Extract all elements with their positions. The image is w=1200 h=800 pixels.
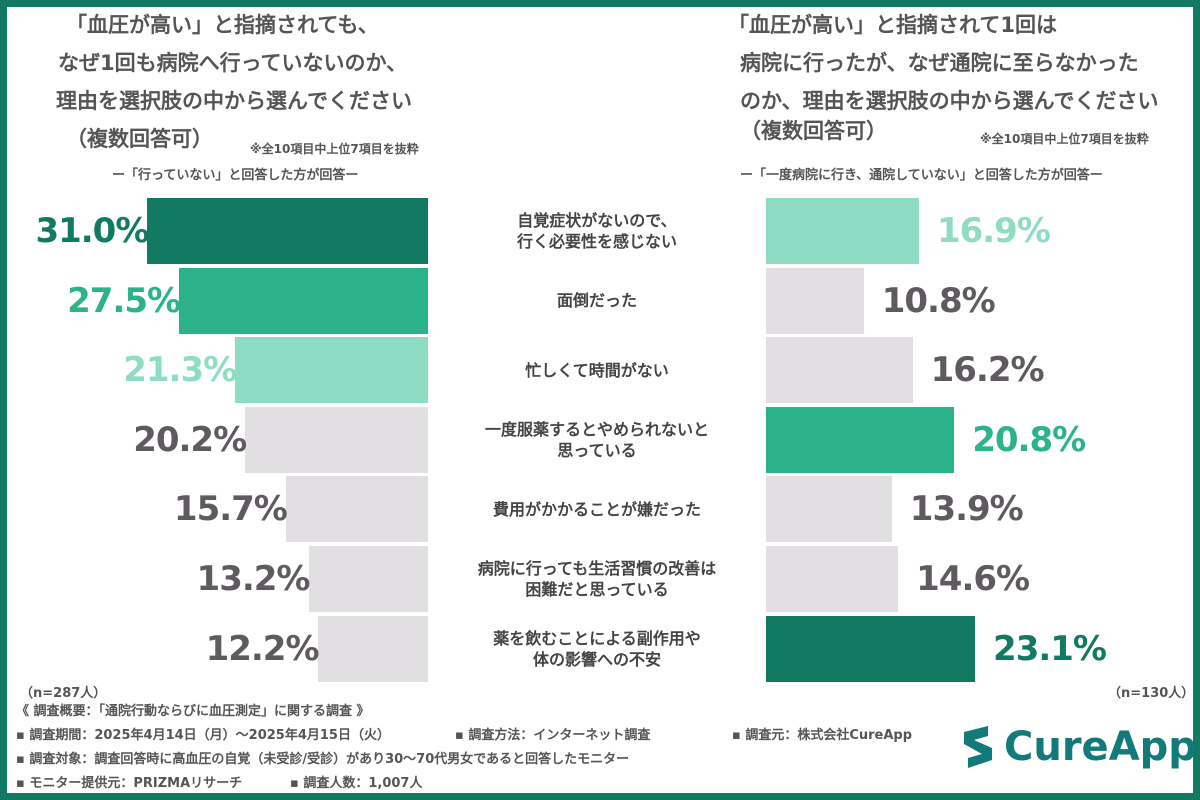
cureapp-logo-icon xyxy=(964,726,992,768)
left-value-label: 31.0% xyxy=(35,211,149,251)
right-value-label: 16.2% xyxy=(930,350,1045,391)
right-bar xyxy=(766,267,864,334)
category-label: 一度服薬するとやめられないと 思っている xyxy=(484,419,709,460)
left-value-label: 27.5% xyxy=(67,280,181,321)
right-bar xyxy=(766,337,913,404)
category-label: 面倒だった xyxy=(556,291,637,311)
cureapp-logo: CureApp xyxy=(958,722,1197,772)
left-bar xyxy=(235,337,428,404)
left-title-4: （複数回答可） xyxy=(66,127,213,151)
right-value-label: 20.8% xyxy=(972,419,1086,460)
right-bar xyxy=(766,406,955,473)
left-value-label: 15.7% xyxy=(173,489,288,530)
left-value-label: 13.2% xyxy=(196,559,311,599)
right-bar xyxy=(766,476,892,543)
right-bar xyxy=(766,546,899,612)
survey-provider: ▪ モニター提供元：PRIZMAリサーチ xyxy=(16,776,243,791)
left-bar xyxy=(147,198,428,264)
right-title-2: 病院に行ったが、なぜ通院に至らなかった xyxy=(740,51,1139,75)
category-label: 費用がかかることが嫌だった xyxy=(492,499,701,519)
right-title-1: 「血圧が高い」と指摘されて1回は xyxy=(728,13,1057,37)
left-bar xyxy=(245,406,428,473)
category-label: 病院に行っても生活習慣の改善は 困難だと思っている xyxy=(477,559,717,599)
right-respondents: ー「一度病院に行き、通院していない」と回答した方が回答ー xyxy=(740,168,1103,183)
right-value-label: 16.9% xyxy=(936,211,1051,251)
category-label: 自覚症状がないので、 行く必要性を感じない xyxy=(516,211,677,251)
left-bar xyxy=(317,615,428,682)
left-title-2: なぜ1回も病院へ行っていないのか、 xyxy=(58,51,408,75)
left-value-label: 20.2% xyxy=(133,419,247,460)
right-value-label: 13.9% xyxy=(909,489,1024,530)
survey-source: ▪ 調査元：株式会社CureApp xyxy=(732,728,913,743)
right-n: （n=130人） xyxy=(1108,686,1195,701)
right-note: ※全10項目中上位7項目を抜粋 xyxy=(980,132,1149,146)
left-bar xyxy=(179,267,428,334)
survey-method: ▪ 調査方法：インターネット調査 xyxy=(455,728,651,743)
left-bar xyxy=(285,476,428,543)
cureapp-logo-text: CureApp xyxy=(1004,724,1197,770)
survey-period: ▪ 調査期間：2025年4月14日（月）～2025年4月15日（火） xyxy=(16,728,390,743)
left-n: （n=287人） xyxy=(20,686,107,701)
right-value-label: 14.6% xyxy=(916,559,1030,599)
left-value-label: 12.2% xyxy=(205,628,320,669)
left-title-3: 理由を選択肢の中から選んでください xyxy=(56,89,412,113)
category-label: 忙しくて時間がない xyxy=(525,360,669,380)
left-note: ※全10項目中上位7項目を抜粋 xyxy=(250,142,419,156)
category-label: 薬を飲むことによる副作用や 体の影響への不安 xyxy=(493,628,701,669)
survey-count: ▪ 調査人数：1,007人 xyxy=(290,776,423,791)
survey-summary: 《 調査概要：「通院行動ならびに血圧測定」に関する調査 》 xyxy=(16,704,370,719)
right-value-label: 10.8% xyxy=(881,280,996,321)
left-value-label: 21.3% xyxy=(123,350,237,391)
right-bar xyxy=(766,198,919,264)
left-title-1: 「血圧が高い」と指摘されても、 xyxy=(66,13,379,37)
right-value-label: 23.1% xyxy=(993,628,1107,669)
right-bar xyxy=(766,615,976,682)
right-title-4: （複数回答可） xyxy=(740,119,887,143)
left-bar xyxy=(308,546,428,612)
survey-target: ▪ 調査対象：調査回答時に高血圧の自覚（未受診/受診）があり30～70代男女であ… xyxy=(16,752,630,767)
right-title-3: のか、理由を選択肢の中から選んでください xyxy=(740,89,1159,113)
left-respondents: ー「行っていない」と回答した方が回答ー xyxy=(112,168,359,183)
